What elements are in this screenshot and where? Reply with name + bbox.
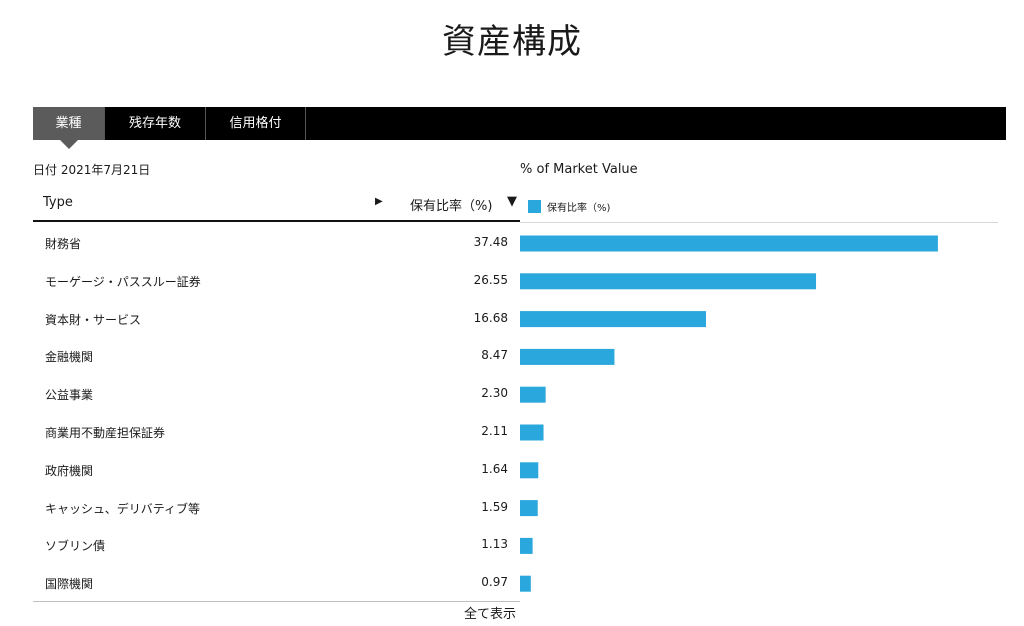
legend-label: 保有比率（%) [547,203,611,214]
row-type-label: 資本財・サービス [45,312,142,327]
bar-7[interactable] [520,500,538,517]
row-percent-value: 37.48 [473,235,508,249]
table-row: ソブリン債 1.13 [33,525,520,563]
column-header-type[interactable]: Type [43,195,73,210]
row-percent-value: 1.13 [481,537,508,552]
row-type-label: 商業用不動産担保証券 [45,425,166,440]
table-row: 国際機関 0.97 [33,563,520,601]
allocation-table: Type ▶ 保有比率（%) ▼ 財務省 37.48 モーゲージ・パススルー証券 2… [33,188,520,602]
table-bottom-border [33,600,520,602]
sort-down-icon[interactable]: ▼ [507,194,517,209]
bar-chart [520,235,938,592]
page-title: 資産構成 [442,22,582,62]
row-type-label: キャッシュ、デリバティブ等 [45,501,201,516]
tab-bar: 業種 残存年数 信用格付 [33,107,1006,149]
row-type-label: 金融機関 [45,350,94,365]
table-row: 政府機関 1.64 [33,450,520,488]
show-all-link[interactable]: 全て表示 [463,607,516,622]
row-type-label: ソブリン債 [45,539,106,554]
table-header: Type ▶ 保有比率（%) ▼ [33,188,520,222]
table-row: 商業用不動産担保証券 2.11 [33,412,520,450]
bar-6[interactable] [520,462,539,479]
row-type-label: 公益事業 [45,388,94,403]
table-row: 財務省 37.48 [33,223,520,261]
row-percent-value: 16.68 [473,310,508,325]
chart-title: % of Market Value [520,162,638,177]
row-percent-value: 26.55 [473,272,508,287]
bar-1[interactable] [520,273,817,290]
column-header-percent[interactable]: 保有比率（%) [410,199,493,214]
tab-credit-rating[interactable]: 信用格付 [206,107,306,140]
sort-right-icon[interactable]: ▶ [375,196,383,207]
row-percent-value: 8.47 [481,348,508,363]
tab-industry[interactable]: 業種 [33,107,105,149]
as-of-date: 日付 2021年7月21日 [33,163,151,177]
bar-0[interactable] [520,235,938,252]
row-type-label: 国際機関 [45,577,94,592]
table-row: モーゲージ・パススルー証券 26.55 [33,261,520,299]
row-percent-value: 1.59 [481,499,508,514]
tab-remaining-years[interactable]: 残存年数 [105,107,206,140]
table-row: 公益事業 2.30 [33,374,520,412]
row-type-label: モーゲージ・パススルー証券 [45,274,201,289]
row-percent-value: 2.11 [481,423,508,438]
table-body: 財務省 37.48 モーゲージ・パススルー証券 26.55 資本財・サービス 16.6… [33,223,520,601]
row-percent-value: 2.30 [481,386,508,401]
row-type-label: 政府機関 [45,463,94,478]
row-type-label: 財務省 [45,237,82,251]
bar-8[interactable] [520,537,533,554]
row-percent-value: 1.64 [481,461,508,476]
table-row: キャッシュ、デリバティブ等 1.59 [33,488,520,526]
bar-9[interactable] [520,575,531,592]
row-percent-value: 0.97 [481,575,508,590]
legend-swatch [528,200,541,213]
bar-5[interactable] [520,424,544,441]
chart-divider [520,222,998,223]
bar-2[interactable] [520,311,706,328]
table-row: 金融機関 8.47 [33,336,520,374]
bar-4[interactable] [520,386,546,403]
table-row: 資本財・サービス 16.68 [33,299,520,337]
bar-3[interactable] [520,348,615,365]
chart-legend: 保有比率（%) [528,199,610,214]
